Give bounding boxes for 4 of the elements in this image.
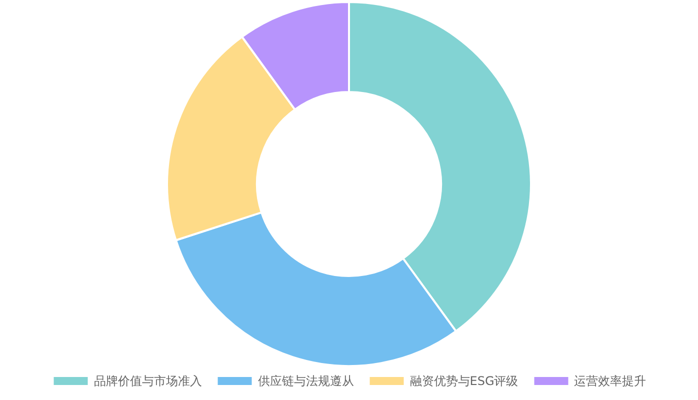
legend-label: 品牌价值与市场准入 [94, 374, 202, 388]
legend-label: 供应链与法规遵从 [258, 374, 354, 388]
legend-label: 融资优势与ESG评级 [410, 374, 518, 388]
legend-label: 运营效率提升 [574, 374, 646, 388]
